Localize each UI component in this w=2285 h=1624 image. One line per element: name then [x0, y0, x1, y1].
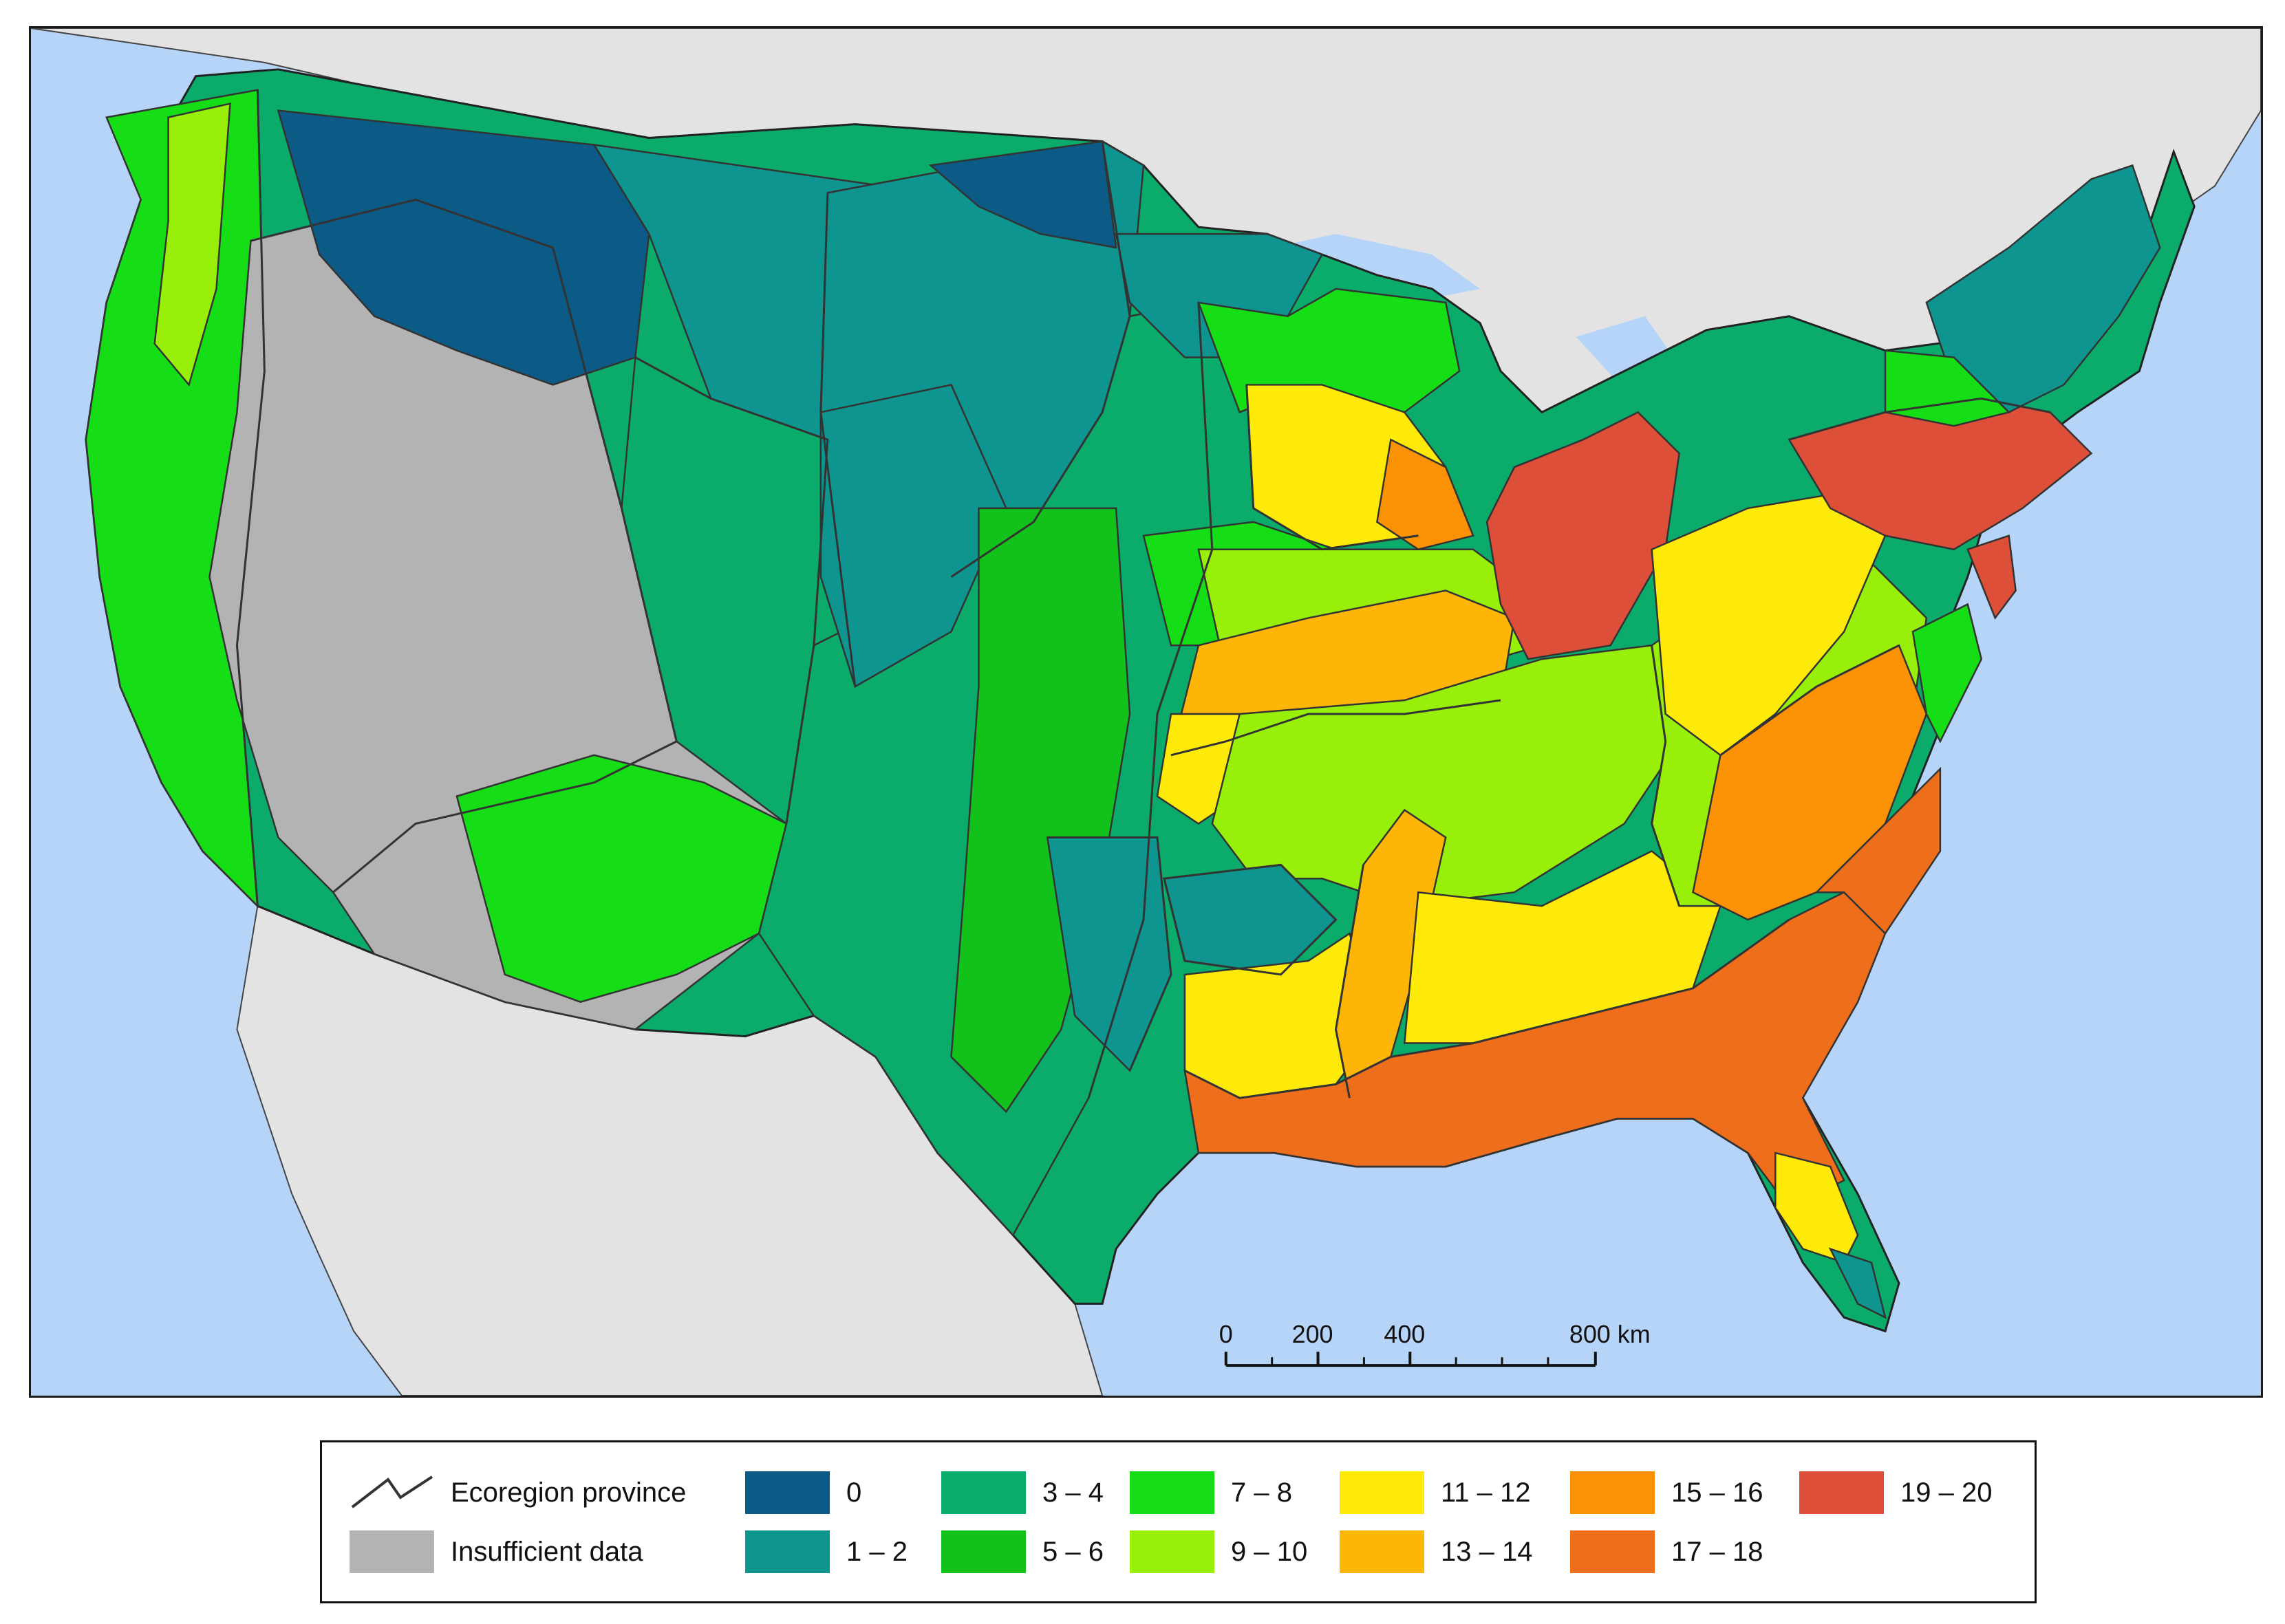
region-southeast-orange	[1814, 766, 1942, 935]
region-wisconsin-orange	[1376, 438, 1474, 551]
legend-class-0: 0	[745, 1471, 861, 1514]
ecoregion-line-icon	[351, 1475, 433, 1508]
region-appalachian-yellow	[1651, 493, 1887, 757]
map-frame: 0 200 400 800 km	[29, 26, 2263, 1398]
legend-class-8: 15 – 16	[1570, 1471, 1763, 1514]
legend-swatch	[1570, 1530, 1655, 1573]
ecoregion-boundaries	[235, 89, 2050, 1099]
region-florida-teal	[1828, 1247, 1887, 1319]
ecoregion-map: 0 200 400 800 km	[31, 28, 2261, 1396]
region-central-plains	[950, 507, 1131, 1114]
legend-swatch	[1130, 1471, 1214, 1514]
legend: Ecoregion province Insufficient data 0 1…	[320, 1440, 2037, 1603]
legend-class-label: 1 – 2	[846, 1536, 908, 1567]
legend-swatch	[745, 1530, 830, 1573]
legend-class-label: 7 – 8	[1231, 1477, 1292, 1508]
region-mid-atlantic-red	[1966, 534, 2017, 620]
region-plains-teal	[819, 384, 1007, 688]
legend-class-4: 7 – 8	[1130, 1471, 1292, 1514]
legend-insufficient-swatch	[350, 1530, 434, 1573]
legend-swatch	[1340, 1530, 1424, 1573]
legend-class-6: 11 – 12	[1340, 1471, 1531, 1514]
region-coastal-green	[1911, 603, 1983, 744]
legend-swatch	[1570, 1471, 1655, 1514]
legend-class-10: 19 – 20	[1799, 1471, 1992, 1514]
legend-insufficient: Insufficient data	[350, 1530, 643, 1573]
legend-class-3: 5 – 6	[941, 1530, 1104, 1573]
legend-insufficient-label: Insufficient data	[451, 1536, 643, 1567]
legend-swatch	[941, 1471, 1026, 1514]
scale-label-400: 400	[1384, 1320, 1425, 1348]
region-west-coast-light	[153, 102, 231, 387]
legend-class-label: 19 – 20	[1900, 1477, 1993, 1508]
legend-class-2: 3 – 4	[941, 1471, 1104, 1514]
legend-class-label: 5 – 6	[1042, 1536, 1104, 1567]
legend-class-label: 11 – 12	[1441, 1477, 1531, 1508]
legend-swatch	[1799, 1471, 1884, 1514]
region-north-dakota-dark	[928, 140, 1117, 249]
legend-class-9: 17 – 18	[1570, 1530, 1763, 1573]
legend-ecoregion: Ecoregion province	[350, 1471, 686, 1514]
legend-class-label: 17 – 18	[1671, 1536, 1763, 1567]
legend-class-5: 9 – 10	[1130, 1530, 1307, 1573]
legend-class-label: 0	[846, 1477, 862, 1508]
legend-class-label: 15 – 16	[1671, 1477, 1763, 1508]
legend-swatch	[941, 1530, 1026, 1573]
scale-label-800: 800 km	[1569, 1320, 1651, 1348]
legend-class-label: 9 – 10	[1231, 1536, 1308, 1567]
legend-swatch	[1130, 1530, 1214, 1573]
legend-class-7: 13 – 14	[1340, 1530, 1532, 1573]
legend-class-label: 3 – 4	[1042, 1477, 1104, 1508]
legend-ecoregion-label: Ecoregion province	[451, 1477, 687, 1508]
legend-class-1: 1 – 2	[745, 1530, 908, 1573]
scale-label-0: 0	[1219, 1320, 1233, 1348]
legend-class-label: 13 – 14	[1441, 1536, 1533, 1567]
region-indiana-red	[1485, 411, 1680, 660]
scale-label-200: 200	[1292, 1320, 1333, 1348]
scale-bar: 0 200 400 800 km	[1219, 1320, 1651, 1367]
legend-swatch	[745, 1471, 830, 1514]
legend-swatch	[1340, 1471, 1424, 1514]
